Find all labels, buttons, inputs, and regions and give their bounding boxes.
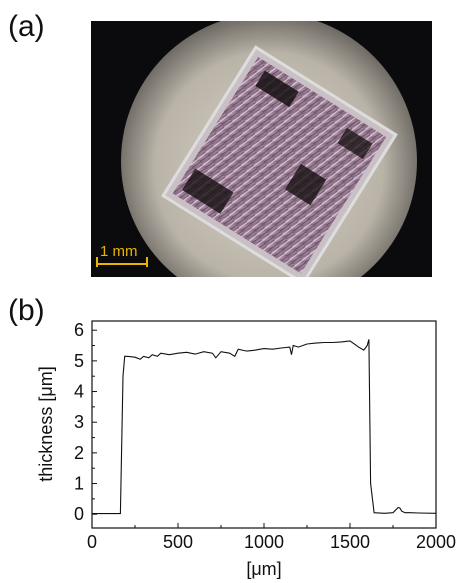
y-tick-label: 1 <box>74 474 84 494</box>
y-tick-label: 4 <box>74 382 84 402</box>
x-axis-label: [μm] <box>246 559 281 579</box>
x-tick-label: 2000 <box>416 532 456 552</box>
thickness-line <box>92 339 437 515</box>
y-tick-label: 2 <box>74 443 84 463</box>
plot-frame <box>91 320 437 529</box>
scale-bar-label: 1 mm <box>100 243 138 260</box>
y-tick-labels: 0 1 2 3 4 5 6 <box>74 320 84 524</box>
x-tick-label: 500 <box>163 532 193 552</box>
y-tick-label: 3 <box>74 412 84 432</box>
y-tick-label: 0 <box>74 504 84 524</box>
x-tick-label: 1000 <box>244 532 284 552</box>
x-tick-label: 1500 <box>330 532 370 552</box>
y-tick-label: 6 <box>74 320 84 340</box>
y-tick-label: 5 <box>74 351 84 371</box>
crystal <box>161 45 398 277</box>
x-tick-labels: 0 500 1000 1500 2000 <box>87 532 456 552</box>
crystal-micrograph: 1 mm <box>91 21 432 277</box>
axis-ticks <box>91 329 437 528</box>
panel-label-b: (b) <box>8 294 45 327</box>
y-axis-label: thickness [μm] <box>36 366 56 481</box>
panel-label-a: (a) <box>8 10 45 43</box>
thickness-profile-chart: 0 500 1000 1500 2000 0 1 2 3 4 5 6 [μm] thickness … <box>36 320 456 579</box>
scale-bar: 1 mm <box>96 243 148 267</box>
x-tick-label: 0 <box>87 532 97 552</box>
